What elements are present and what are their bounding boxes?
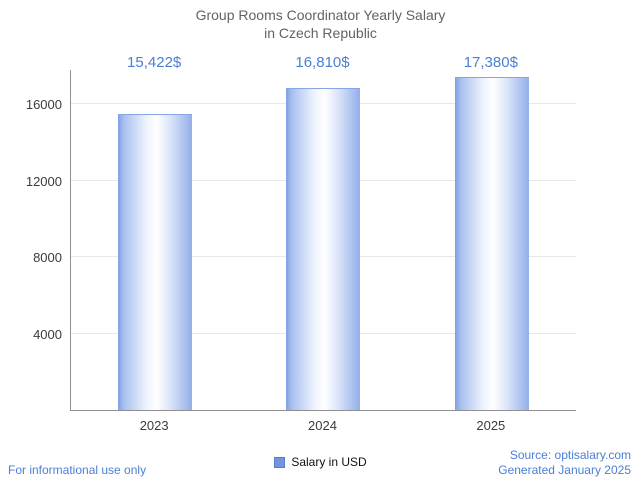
bar-value-labels: 15,422$ 16,810$ 17,380$	[70, 54, 575, 71]
bar-slot-2025	[408, 70, 576, 410]
bar-value-label-2024: 16,810$	[295, 54, 350, 71]
x-axis-label-2023: 2023	[139, 418, 169, 433]
bar-2025	[454, 77, 529, 410]
chart-title-line2: in Czech Republic	[264, 25, 377, 41]
legend-label: Salary in USD	[291, 455, 367, 469]
chart-title-line1: Group Rooms Coordinator Yearly Salary	[195, 7, 446, 23]
y-axis-tick-16000: 16000	[25, 97, 62, 113]
bar-slots	[71, 70, 576, 410]
bar-value-label-2023: 15,422$	[127, 54, 182, 71]
bar-slot-2024	[239, 70, 407, 410]
footer-generated-line: Generated January 2025	[498, 463, 631, 477]
bar-value-label-2025: 17,380$	[463, 54, 518, 71]
footer-disclaimer: For informational use only	[8, 463, 147, 477]
footer-source-line: Source: optisalary.com	[509, 448, 631, 462]
y-axis-tick-8000: 8000	[33, 250, 62, 266]
plot-area	[70, 70, 576, 411]
y-axis-tick-12000: 12000	[25, 173, 62, 189]
chart-title: Group Rooms Coordinator Yearly Salary in…	[0, 6, 641, 42]
bar-slot-2023	[71, 70, 239, 410]
chart-legend: Salary in USD	[0, 455, 641, 469]
x-axis-label-2025: 2025	[476, 418, 506, 433]
y-axis-tick-4000: 4000	[33, 326, 62, 342]
footer-source-block: Source: optisalary.com Generated January…	[498, 448, 631, 478]
bar-2024	[286, 87, 361, 410]
legend-swatch	[274, 456, 286, 468]
x-axis-labels: 2023 2024 2025	[70, 418, 575, 433]
x-axis-label-2024: 2024	[308, 418, 337, 433]
bar-2023	[118, 114, 193, 410]
